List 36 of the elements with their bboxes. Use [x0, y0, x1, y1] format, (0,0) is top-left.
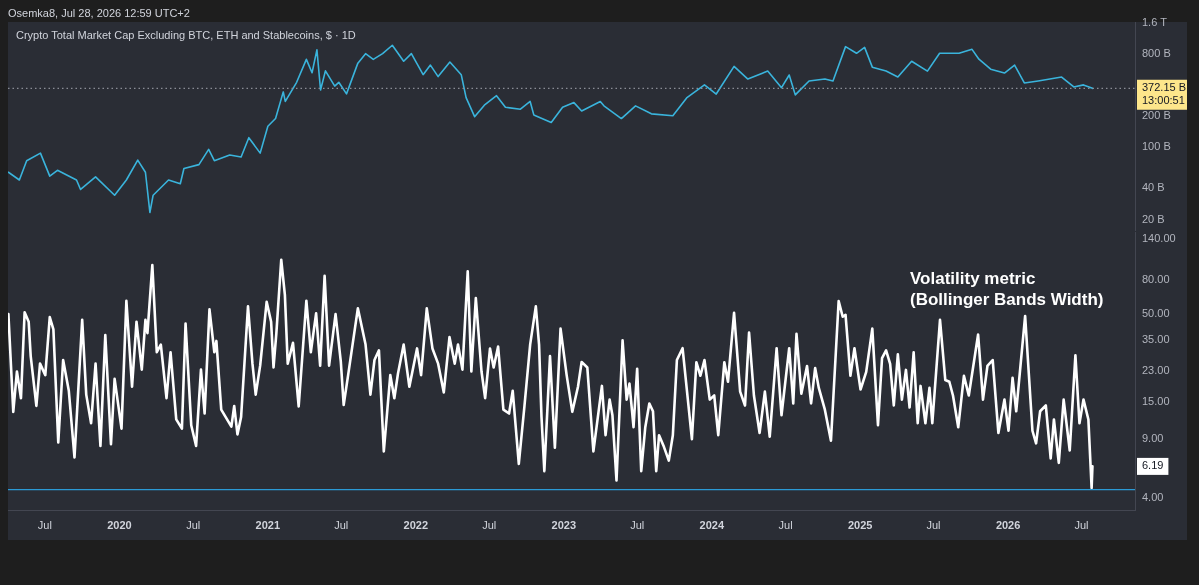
y-tick-label: 80.00 [1142, 273, 1170, 286]
y-tick-label: 1.6 T [1142, 15, 1168, 28]
x-tick-label: 2023 [551, 518, 577, 531]
y-tick-label: 140.00 [1142, 232, 1176, 245]
x-tick-label: Jul [37, 518, 52, 531]
text: 6.19 [1142, 459, 1164, 472]
x-tick-label: Jul [778, 518, 793, 531]
x-tick-label: 2024 [699, 518, 725, 531]
text: Crypto Total Market Cap Excluding BTC, ETH and Stablecoins, $ · 1D [16, 29, 356, 42]
y-tick-label: 23.00 [1142, 363, 1170, 376]
x-tick-label: Jul [630, 518, 645, 531]
x-tick-label: Jul [186, 518, 201, 531]
y-tick-label: 50.00 [1142, 307, 1170, 320]
x-tick-label: Jul [334, 518, 349, 531]
y-tick-label: 100 B [1142, 140, 1171, 153]
x-tick-label: 2025 [847, 518, 873, 531]
y-tick-label: 15.00 [1142, 395, 1170, 407]
y-tick-label: 200 B [1142, 109, 1171, 122]
x-tick-label: 2026 [995, 518, 1021, 531]
y-tick-label: 40 B [1142, 181, 1165, 194]
y-tick-label: 35.00 [1142, 333, 1170, 346]
x-tick-label: 2020 [107, 518, 132, 531]
x-tick-label: Jul [1074, 518, 1089, 531]
x-tick-label: 2021 [255, 518, 281, 531]
y-tick-label: 9.00 [1142, 432, 1164, 445]
x-tick-label: 2022 [403, 518, 429, 531]
text: Osemka8, Jul 28, 2026 12:59 UTC+2 [8, 7, 190, 20]
x-tick-label: Jul [926, 518, 941, 531]
y-tick-label: 4.00 [1142, 491, 1164, 504]
y-tick-label: 20 B [1142, 212, 1165, 225]
ref-line-label: 372.15 B [1142, 81, 1187, 94]
y-tick-label: 800 B [1142, 47, 1171, 60]
x-tick-label: Jul [482, 518, 497, 531]
text: Volatility metric [910, 269, 1036, 289]
text: (Bollinger Bands Width) [910, 290, 1104, 310]
text: 13:00:51 [1142, 94, 1185, 107]
